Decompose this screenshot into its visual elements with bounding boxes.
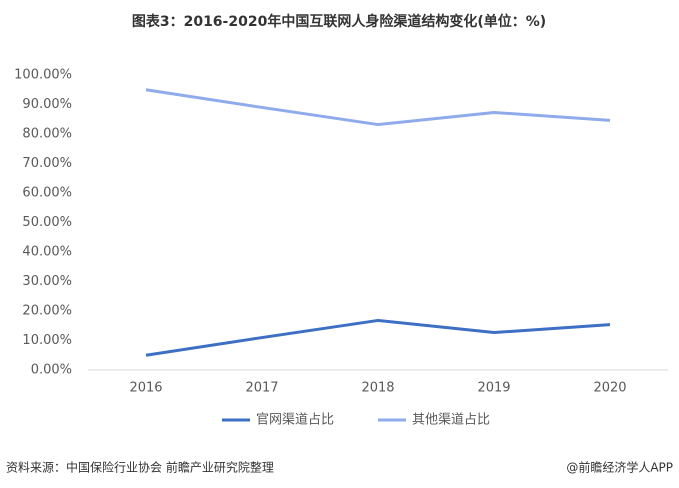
x-tick-label: 2019 [477,381,510,396]
y-tick-label: 20.00% [22,304,72,319]
y-tick-label: 10.00% [22,333,72,348]
source-note: 资料来源：中国保险行业协会 前瞻产业研究院整理 [6,460,274,475]
chart-title: 图表3：2016-2020年中国互联网人身险渠道结构变化(单位：%) [132,13,546,30]
y-tick-label: 60.00% [22,186,72,201]
y-tick-label: 50.00% [22,215,72,230]
x-tick-label: 2016 [129,381,162,396]
legend-label: 官网渠道占比 [256,412,334,428]
x-tick-label: 2017 [245,381,278,396]
y-tick-label: 80.00% [22,127,72,142]
series-line [145,88,611,127]
y-tick-label: 70.00% [22,156,72,171]
x-tick-label: 2020 [593,381,626,396]
legend-label: 其他渠道占比 [412,413,490,428]
y-tick-label: 90.00% [22,97,72,112]
series-line [145,318,611,357]
x-tick-label: 2018 [361,381,394,396]
y-tick-label: 0.00% [31,363,72,378]
credit: @前瞻经济学人APP [566,460,673,475]
y-tick-label: 30.00% [22,274,72,289]
y-tick-label: 100.00% [14,68,72,83]
y-tick-label: 40.00% [22,245,72,260]
